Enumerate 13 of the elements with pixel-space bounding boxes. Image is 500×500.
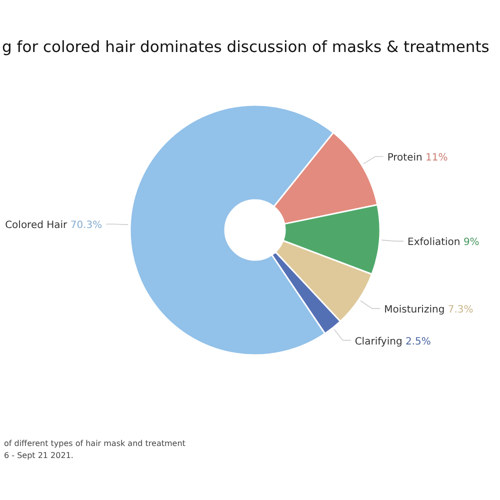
data-label: 2.5% xyxy=(402,336,431,348)
slice-label: Protein xyxy=(387,152,422,164)
text: 6 - Sept 21 2021. xyxy=(4,451,74,460)
slice-label: Exfoliation xyxy=(408,237,460,248)
chart-title: g for colored hair dominates discussion of masks & treatments xyxy=(2,38,490,56)
text: of different types of hair mask and treatment xyxy=(4,439,186,448)
data-label: 11% xyxy=(422,152,448,164)
data-label: 9% xyxy=(460,237,480,248)
data-label: 70.3% xyxy=(67,220,102,232)
slice-label: Moisturizing xyxy=(384,304,445,316)
slice-label: Clarifying xyxy=(354,336,402,348)
data-label: 7.3% xyxy=(444,304,474,316)
slice-label: Colored Hair xyxy=(5,220,68,232)
